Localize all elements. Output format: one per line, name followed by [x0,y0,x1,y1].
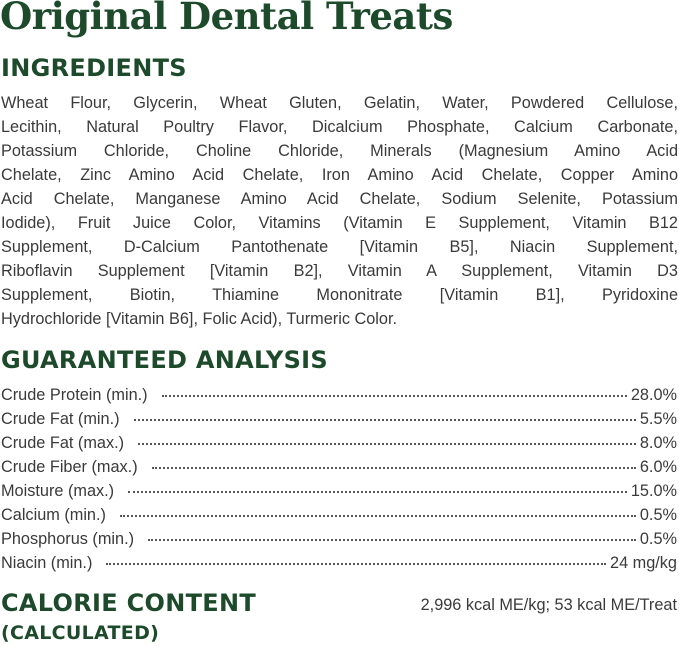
ingredients-line: Potassium Chloride, Choline Chloride, Mi… [1,142,678,160]
calorie-content-subheading: (CALCULATED) [1,622,160,644]
analysis-row: Calcium (min.) 0.5% [1,503,677,527]
analysis-value: 28.0% [630,386,677,404]
dot-leader [133,419,636,421]
analysis-value: 15.0% [630,482,677,500]
analysis-row: Crude Fiber (max.) 6.0% [1,455,677,479]
analysis-value: 24 mg/kg [610,554,677,572]
dot-leader [128,491,627,493]
analysis-label: Crude Fiber (max.) [1,458,138,476]
analysis-value: 5.5% [639,410,677,428]
analysis-label: Moisture (max.) [1,482,115,500]
ingredients-line: Iodide), Fruit Juice Color, Vitamins (Vi… [1,214,678,232]
ingredients-line: Riboflavin Supplement [Vitamin B2], Vita… [1,262,678,280]
analysis-row: Crude Protein (min.) 28.0% [1,383,677,407]
analysis-row: Crude Fat (max.) 8.0% [1,431,677,455]
analysis-row: Phosphorus (min.) 0.5% [1,527,677,551]
ingredients-line: Wheat Flour, Glycerin, Wheat Gluten, Gel… [1,94,678,112]
dot-leader [161,395,627,397]
ingredients-line: Lecithin, Natural Poultry Flavor, Dicalc… [1,118,678,136]
analysis-label: Crude Fat (min.) [1,410,120,428]
analysis-label: Niacin (min.) [1,554,93,572]
dot-leader [148,539,636,541]
analysis-label: Phosphorus (min.) [1,530,135,548]
guaranteed-analysis-heading: GUARANTEED ANALYSIS [1,346,328,374]
analysis-value: 0.5% [639,506,677,524]
analysis-row: Niacin (min.) 24 mg/kg [1,551,677,575]
guaranteed-analysis-table: Crude Protein (min.) 28.0% Crude Fat (min… [1,383,677,575]
ingredients-heading: INGREDIENTS [1,54,187,82]
dot-leader [106,563,607,565]
analysis-label: Calcium (min.) [1,506,106,524]
dot-leader [151,467,636,469]
ingredients-line: Supplement, Biotin, Thiamine Mononitrate… [1,286,678,304]
analysis-label: Crude Fat (max.) [1,434,125,452]
ingredients-line: Supplement, D-Calcium Pantothenate [Vita… [1,238,678,256]
analysis-value: 6.0% [639,458,677,476]
analysis-row: Moisture (max.) 15.0% [1,479,677,503]
analysis-label: Crude Protein (min.) [1,386,148,404]
analysis-row: Crude Fat (min.) 5.5% [1,407,677,431]
ingredients-line: Acid Chelate, Manganese Amino Acid Chela… [1,190,678,208]
analysis-value: 0.5% [639,530,677,548]
ingredients-line: Hydrochloride [Vitamin B6], Folic Acid),… [1,310,398,328]
analysis-value: 8.0% [639,434,677,452]
dot-leader [138,443,636,445]
ingredients-list: Wheat Flour, Glycerin, Wheat Gluten, Gel… [1,91,678,331]
ingredients-line: Chelate, Zinc Amino Acid Chelate, Iron A… [1,166,678,184]
calorie-content-heading: CALORIE CONTENT [1,589,257,617]
dot-leader [119,515,636,517]
calorie-content-value: 2,996 kcal ME/kg; 53 kcal ME/Treat [420,596,677,614]
product-title: Original Dental Treats [0,0,453,38]
